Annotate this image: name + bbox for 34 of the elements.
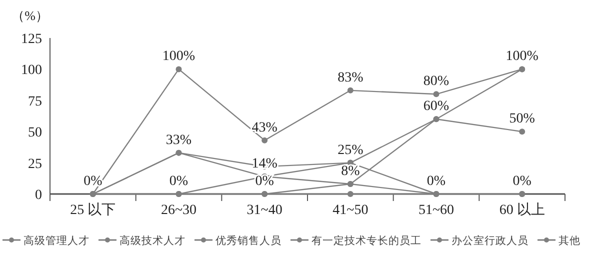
data-label: 100% bbox=[162, 49, 196, 64]
x-tick-label: 60 以上 bbox=[499, 202, 545, 218]
legend-label: 有一定技术专长的员工 bbox=[312, 234, 422, 247]
legend-label: 优秀销售人员 bbox=[216, 234, 282, 247]
x-tick-label: 51~60 bbox=[418, 203, 454, 218]
data-label: 25% bbox=[338, 142, 364, 158]
x-tick-label: 41~50 bbox=[332, 203, 368, 218]
data-label: 80% bbox=[423, 74, 450, 90]
x-tick-label: 26~30 bbox=[160, 203, 197, 218]
data-label: 43% bbox=[252, 120, 278, 136]
y-tick-label: 50 bbox=[28, 126, 42, 141]
data-label: 83% bbox=[338, 70, 364, 86]
data-label: 100% bbox=[506, 49, 539, 64]
data-label: 0% bbox=[426, 174, 446, 189]
data-label: 50% bbox=[509, 112, 536, 127]
x-tick-label: 25 以下 bbox=[70, 202, 116, 218]
y-tick-label: 75 bbox=[28, 94, 42, 110]
legend-label: 高级技术人才 bbox=[120, 234, 186, 247]
data-label: 60% bbox=[423, 99, 450, 114]
y-tick-label: 25 bbox=[28, 156, 42, 172]
y-tick-label: 100 bbox=[21, 63, 42, 78]
y-axis-title: （%） bbox=[12, 8, 48, 23]
legend-label: 办公室行政人员 bbox=[452, 234, 528, 247]
data-label: 0% bbox=[84, 174, 103, 189]
data-label: 0% bbox=[512, 174, 532, 189]
y-tick-label: 0 bbox=[35, 188, 42, 203]
y-tick-label: 125 bbox=[21, 32, 42, 47]
data-label: 33% bbox=[166, 132, 192, 148]
legend-label: 高级管理人才 bbox=[24, 234, 90, 247]
data-label: 8% bbox=[341, 164, 360, 180]
x-tick-label: 31~40 bbox=[246, 203, 282, 218]
data-label: 0% bbox=[255, 174, 274, 189]
data-label: 0% bbox=[169, 174, 188, 189]
legend-label: 其他 bbox=[558, 234, 580, 247]
